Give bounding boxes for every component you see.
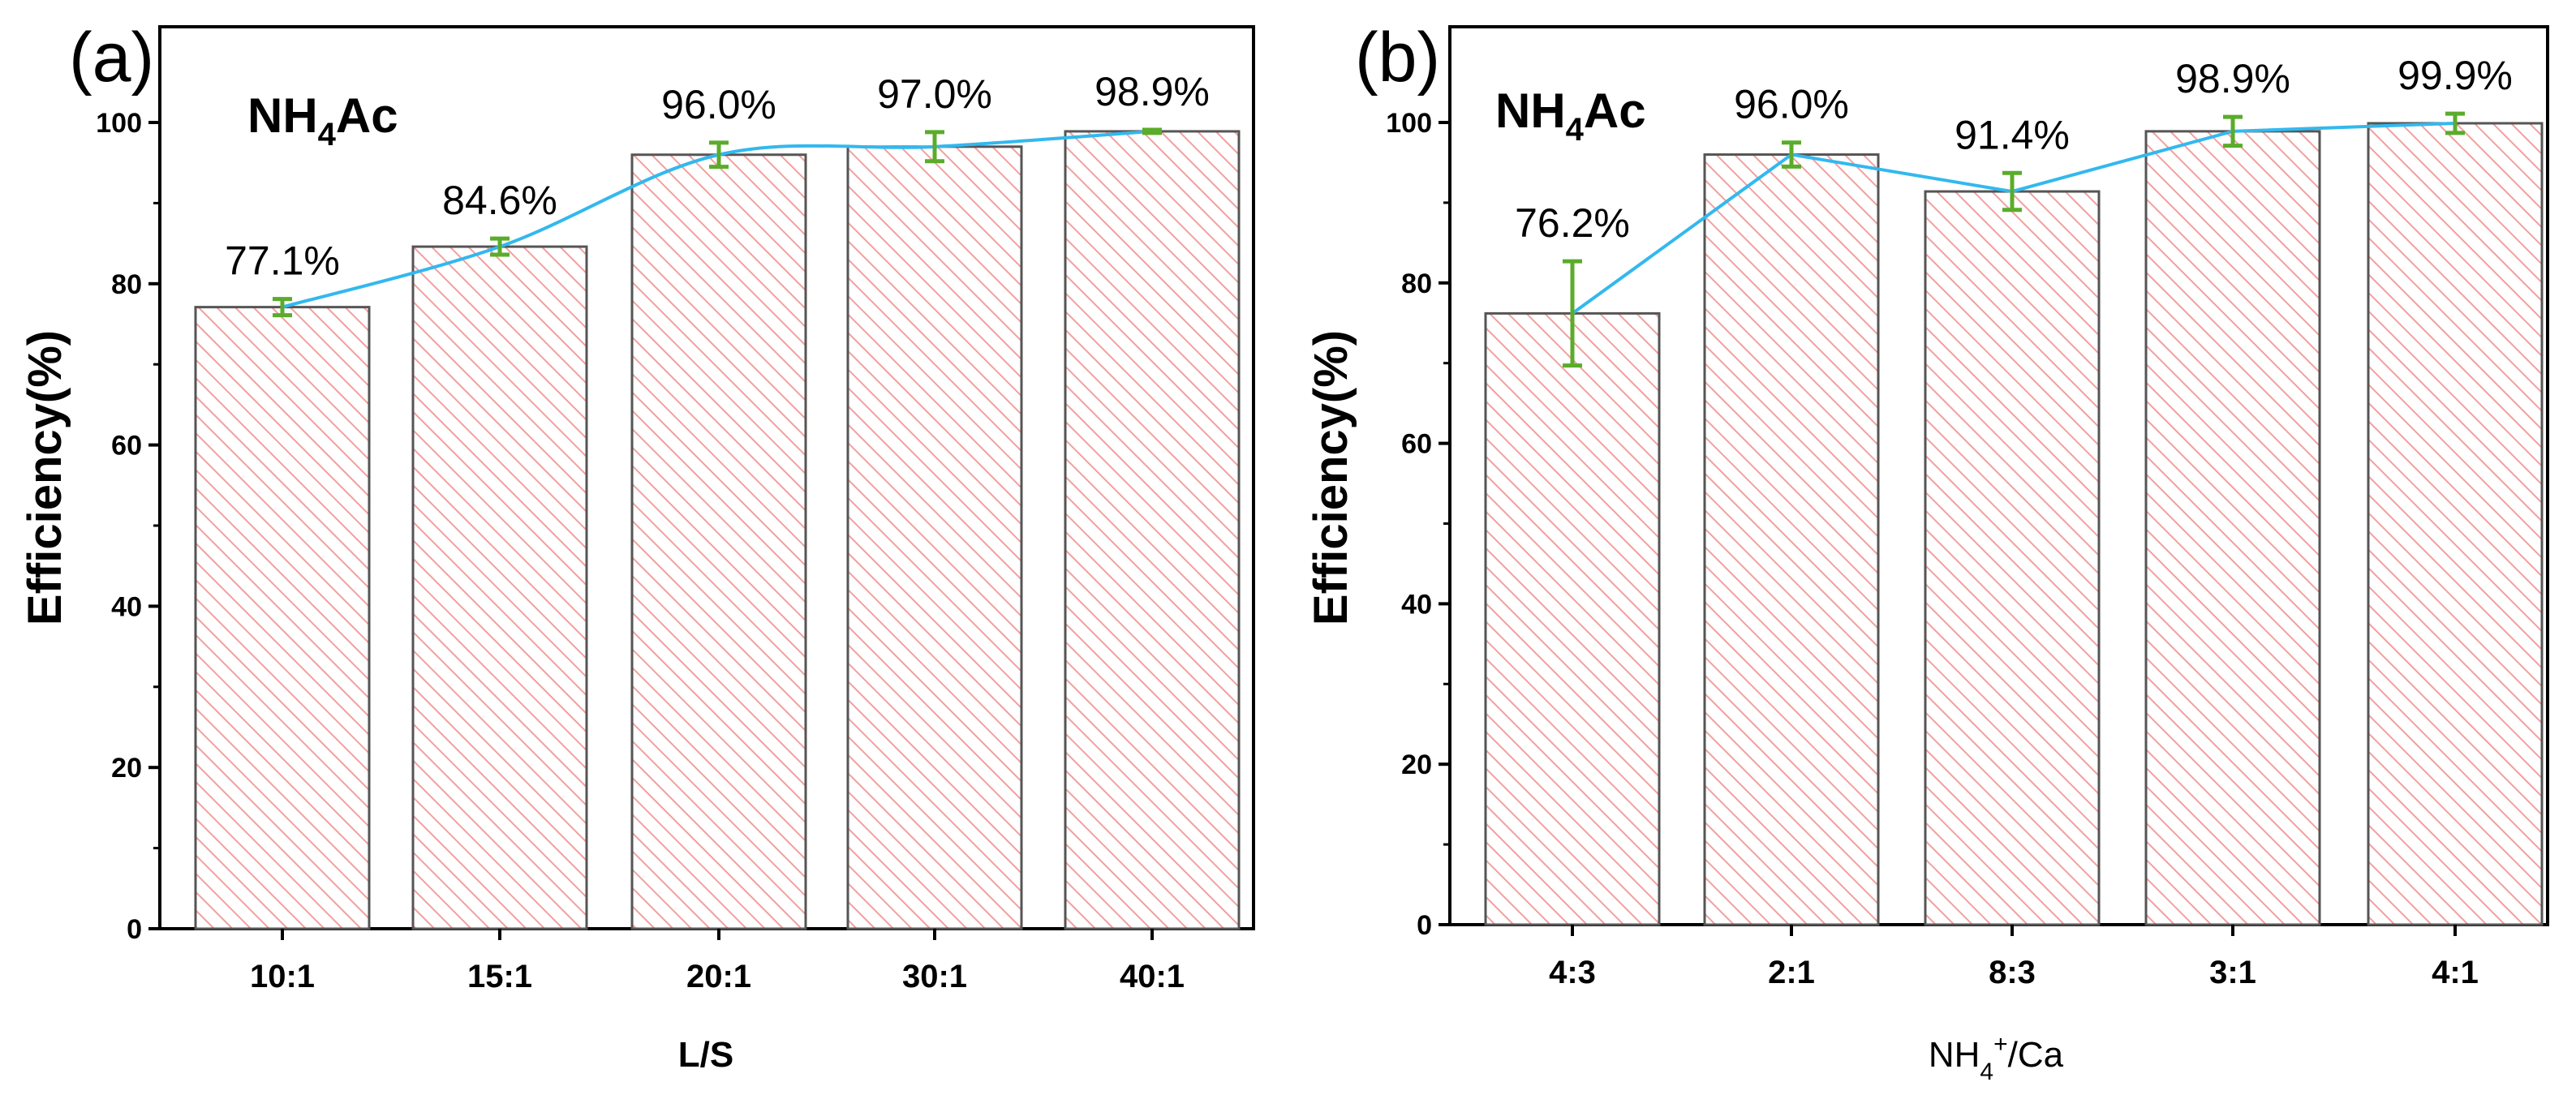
data-label-b-4: 99.9% xyxy=(2398,53,2513,98)
errorbar-b-1 xyxy=(1782,140,1801,169)
bar-b-1 xyxy=(1703,153,1880,926)
x-tick-label-b-3: 3:1 xyxy=(2209,955,2256,990)
y-axis-label-a: Efficiency(%) xyxy=(19,330,71,625)
y-tick-label-a-3: 60 xyxy=(111,431,142,462)
errorbar-b-4 xyxy=(2445,111,2465,135)
chart-panel-a: (a) NH4Ac 77.1% 84.6% 96.0% 97.0% 98.9% 0 20 4… xyxy=(19,19,1255,1075)
y-tick-label-b-4: 80 xyxy=(1401,268,1432,299)
y-tick-label-a-0: 0 xyxy=(127,914,142,945)
bars-a xyxy=(194,130,1241,930)
data-label-a-2: 96.0% xyxy=(661,82,776,127)
data-label-b-2: 91.4% xyxy=(1955,112,2070,157)
reagent-annotation-b: NH4Ac xyxy=(1495,84,1646,148)
errorbar-a-3 xyxy=(925,130,944,164)
reagent-annotation-a: NH4Ac xyxy=(247,88,398,152)
y-tick-label-b-0: 0 xyxy=(1417,910,1432,941)
errorbar-b-3 xyxy=(2223,114,2243,148)
x-tick-label-b-2: 8:3 xyxy=(1989,955,2036,990)
x-tick-label-b-0: 4:3 xyxy=(1549,955,1596,990)
x-tick-label-a-4: 40:1 xyxy=(1120,959,1185,994)
x-tick-label-a-2: 20:1 xyxy=(686,959,751,994)
data-label-b-1: 96.0% xyxy=(1734,82,1849,127)
y-tick-label-a-1: 20 xyxy=(111,753,142,784)
x-tick-label-a-3: 30:1 xyxy=(902,959,967,994)
bar-a-0 xyxy=(194,306,371,930)
bar-a-2 xyxy=(630,153,807,930)
bar-a-4 xyxy=(1064,130,1241,930)
errorbars-b xyxy=(1563,111,2465,368)
data-label-b-3: 98.9% xyxy=(2175,56,2290,101)
y-axis-a: 0 20 40 60 80 100 xyxy=(96,108,160,945)
data-labels-a: 77.1% 84.6% 96.0% 97.0% 98.9% xyxy=(225,69,1210,284)
data-labels-b: 76.2% 96.0% 91.4% 98.9% 99.9% xyxy=(1515,53,2513,246)
errorbar-b-2 xyxy=(2002,170,2022,213)
panel-label-a: (a) xyxy=(69,19,154,97)
y-tick-label-b-3: 60 xyxy=(1401,429,1432,460)
data-label-b-0: 76.2% xyxy=(1515,200,1630,246)
errorbar-b-0 xyxy=(1563,259,1582,368)
x-tick-label-a-1: 15:1 xyxy=(467,959,532,994)
y-axis-label-b: Efficiency(%) xyxy=(1305,330,1357,625)
bar-a-3 xyxy=(846,145,1023,930)
x-tick-label-b-1: 2:1 xyxy=(1768,955,1815,990)
bar-a-1 xyxy=(411,245,588,930)
y-tick-label-a-2: 40 xyxy=(111,591,142,622)
y-tick-label-b-1: 20 xyxy=(1401,749,1432,780)
x-axis-label-a: L/S xyxy=(678,1035,733,1075)
y-tick-label-b-5: 100 xyxy=(1386,108,1432,139)
errorbar-a-1 xyxy=(490,236,510,257)
data-label-a-1: 84.6% xyxy=(442,178,557,223)
bars-b xyxy=(1484,122,2544,926)
bar-b-4 xyxy=(2367,122,2544,926)
y-tick-label-b-2: 40 xyxy=(1401,589,1432,620)
x-axis-a: 10:1 15:1 20:1 30:1 40:1 xyxy=(250,929,1185,994)
errorbars-a xyxy=(273,127,1162,318)
x-tick-label-a-0: 10:1 xyxy=(250,959,315,994)
errorbar-a-4 xyxy=(1142,127,1162,135)
errorbar-a-2 xyxy=(709,140,729,170)
bar-b-3 xyxy=(2144,130,2321,926)
y-tick-label-a-4: 80 xyxy=(111,269,142,300)
errorbar-a-0 xyxy=(273,297,292,318)
y-axis-b: 0 20 40 60 80 100 xyxy=(1386,108,1450,941)
data-label-a-0: 77.1% xyxy=(225,238,340,284)
chart-panel-b: (b) NH4Ac 76.2% 96.0% 91.4% 98.9% 99.9% 0 20 4… xyxy=(1305,19,2549,1085)
x-axis-b: 4:3 2:1 8:3 3:1 4:1 xyxy=(1549,925,2479,990)
bar-b-0 xyxy=(1484,311,1661,926)
y-tick-label-a-5: 100 xyxy=(96,108,142,139)
x-tick-label-b-4: 4:1 xyxy=(2432,955,2479,990)
data-label-a-3: 97.0% xyxy=(877,71,992,117)
bar-b-2 xyxy=(1924,190,2101,926)
panel-label-b: (b) xyxy=(1355,19,1440,97)
x-axis-label-b: NH4+/Ca xyxy=(1929,1031,2064,1085)
data-label-a-4: 98.9% xyxy=(1094,69,1210,114)
